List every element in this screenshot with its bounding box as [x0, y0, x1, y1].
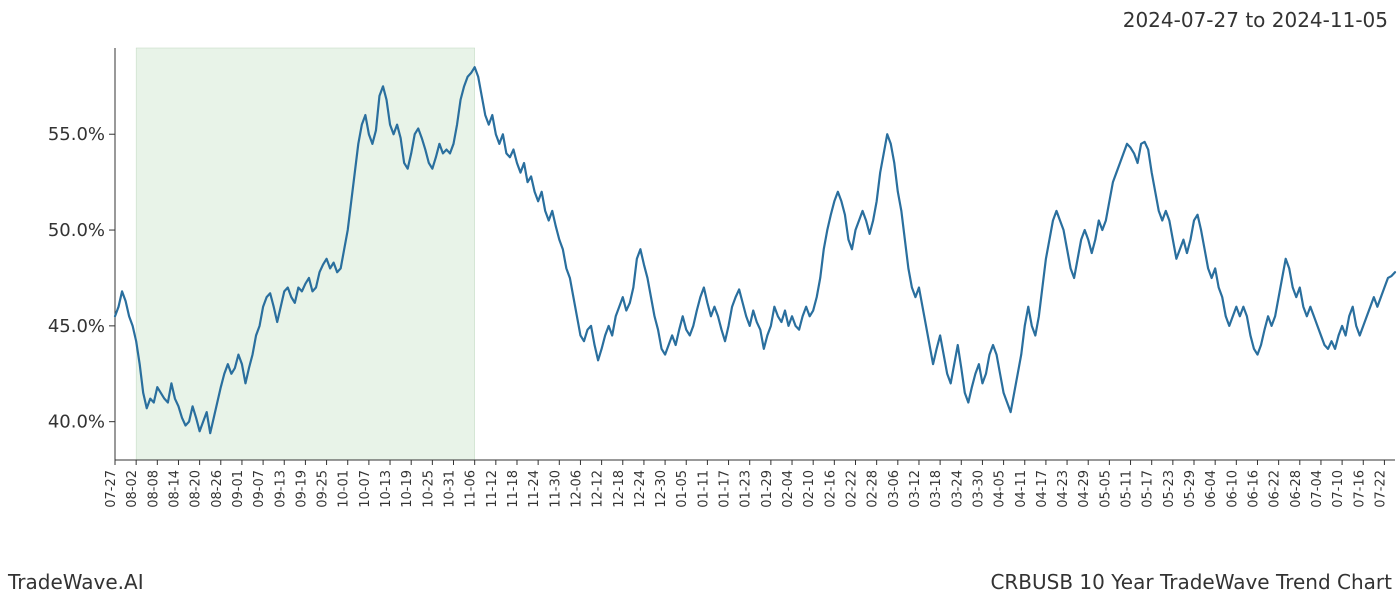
- x-tick-label: 07-16: [1352, 470, 1367, 508]
- highlight-region: [136, 48, 475, 460]
- y-tick-label: 40.0%: [48, 412, 105, 433]
- x-tick-label: 11-18: [506, 470, 521, 508]
- x-tick-label: 02-10: [802, 470, 817, 508]
- x-tick-label: 10-07: [358, 470, 373, 508]
- x-tick-label: 07-04: [1310, 470, 1325, 508]
- y-tick-label: 50.0%: [48, 220, 105, 241]
- x-tick-label: 05-11: [1120, 470, 1135, 508]
- x-tick-label: 10-13: [379, 470, 394, 508]
- x-tick-label: 01-23: [739, 470, 754, 508]
- x-tick-label: 02-22: [844, 470, 859, 508]
- x-tick-label: 04-29: [1077, 470, 1092, 508]
- x-tick-label: 07-22: [1373, 470, 1388, 508]
- x-tick-label: 09-19: [294, 470, 309, 508]
- x-tick-label: 06-16: [1246, 470, 1261, 508]
- x-tick-label: 12-12: [591, 470, 606, 508]
- x-tick-label: 10-19: [400, 470, 415, 508]
- chart-title-label: CRBUSB 10 Year TradeWave Trend Chart: [990, 570, 1392, 594]
- x-tick-label: 08-26: [210, 470, 225, 508]
- x-tick-label: 05-05: [1098, 470, 1113, 508]
- x-tick-label: 01-05: [675, 470, 690, 508]
- x-tick-label: 06-04: [1204, 470, 1219, 508]
- x-tick-label: 10-01: [337, 470, 352, 508]
- x-tick-label: 09-25: [316, 470, 331, 508]
- x-tick-label: 08-20: [189, 470, 204, 508]
- x-tick-label: 03-18: [929, 470, 944, 508]
- x-tick-label: 09-13: [273, 470, 288, 508]
- x-tick-label: 03-06: [887, 470, 902, 508]
- x-tick-label: 12-30: [654, 470, 669, 508]
- x-tick-label: 07-10: [1331, 470, 1346, 508]
- x-tick-label: 11-12: [485, 470, 500, 508]
- x-tick-label: 02-16: [823, 470, 838, 508]
- x-tick-label: 06-28: [1289, 470, 1304, 508]
- x-tick-label: 08-14: [167, 470, 182, 508]
- x-tick-label: 06-10: [1225, 470, 1240, 508]
- x-tick-label: 01-29: [760, 470, 775, 508]
- x-tick-label: 09-07: [252, 470, 267, 508]
- x-tick-label: 07-27: [104, 470, 119, 508]
- x-tick-label: 04-11: [1014, 470, 1029, 508]
- trend-chart: 40.0% 45.0% 50.0% 55.0% 07-27 08-02 08-08 08-14…: [0, 40, 1400, 560]
- x-tick-label: 04-23: [1056, 470, 1071, 508]
- x-tick-label: 12-18: [612, 470, 627, 508]
- x-tick-label: 12-06: [569, 470, 584, 508]
- x-tick-label: 04-17: [1035, 470, 1050, 508]
- y-tick-label: 45.0%: [48, 316, 105, 337]
- x-tick-label: 04-05: [993, 470, 1008, 508]
- x-tick-label: 05-29: [1183, 470, 1198, 508]
- x-tick-label: 01-17: [718, 470, 733, 508]
- x-tick-label: 02-28: [866, 470, 881, 508]
- x-tick-label: 03-12: [908, 470, 923, 508]
- x-tick-label: 12-24: [633, 470, 648, 508]
- x-tick-label: 08-08: [146, 470, 161, 508]
- date-range-label: 2024-07-27 to 2024-11-05: [1123, 8, 1388, 32]
- x-tick-label: 11-24: [527, 470, 542, 508]
- x-tick-label: 06-22: [1268, 470, 1283, 508]
- x-tick-label: 11-06: [464, 470, 479, 508]
- x-tick-label: 03-30: [971, 470, 986, 508]
- x-tick-label: 09-01: [231, 470, 246, 508]
- x-tick-label: 05-17: [1141, 470, 1156, 508]
- x-tick-label: 05-23: [1162, 470, 1177, 508]
- chart-svg: 40.0% 45.0% 50.0% 55.0% 07-27 08-02 08-08 08-14…: [0, 40, 1400, 560]
- x-tick-label: 08-02: [125, 470, 140, 508]
- x-tick-label: 03-24: [950, 470, 965, 508]
- x-tick-label: 11-30: [548, 470, 563, 508]
- x-tick-label: 10-25: [421, 470, 436, 508]
- x-tick-label: 10-31: [443, 470, 458, 508]
- brand-label: TradeWave.AI: [8, 570, 144, 594]
- y-tick-label: 55.0%: [48, 124, 105, 145]
- x-tick-label: 02-04: [781, 470, 796, 508]
- x-tick-label: 01-11: [696, 470, 711, 508]
